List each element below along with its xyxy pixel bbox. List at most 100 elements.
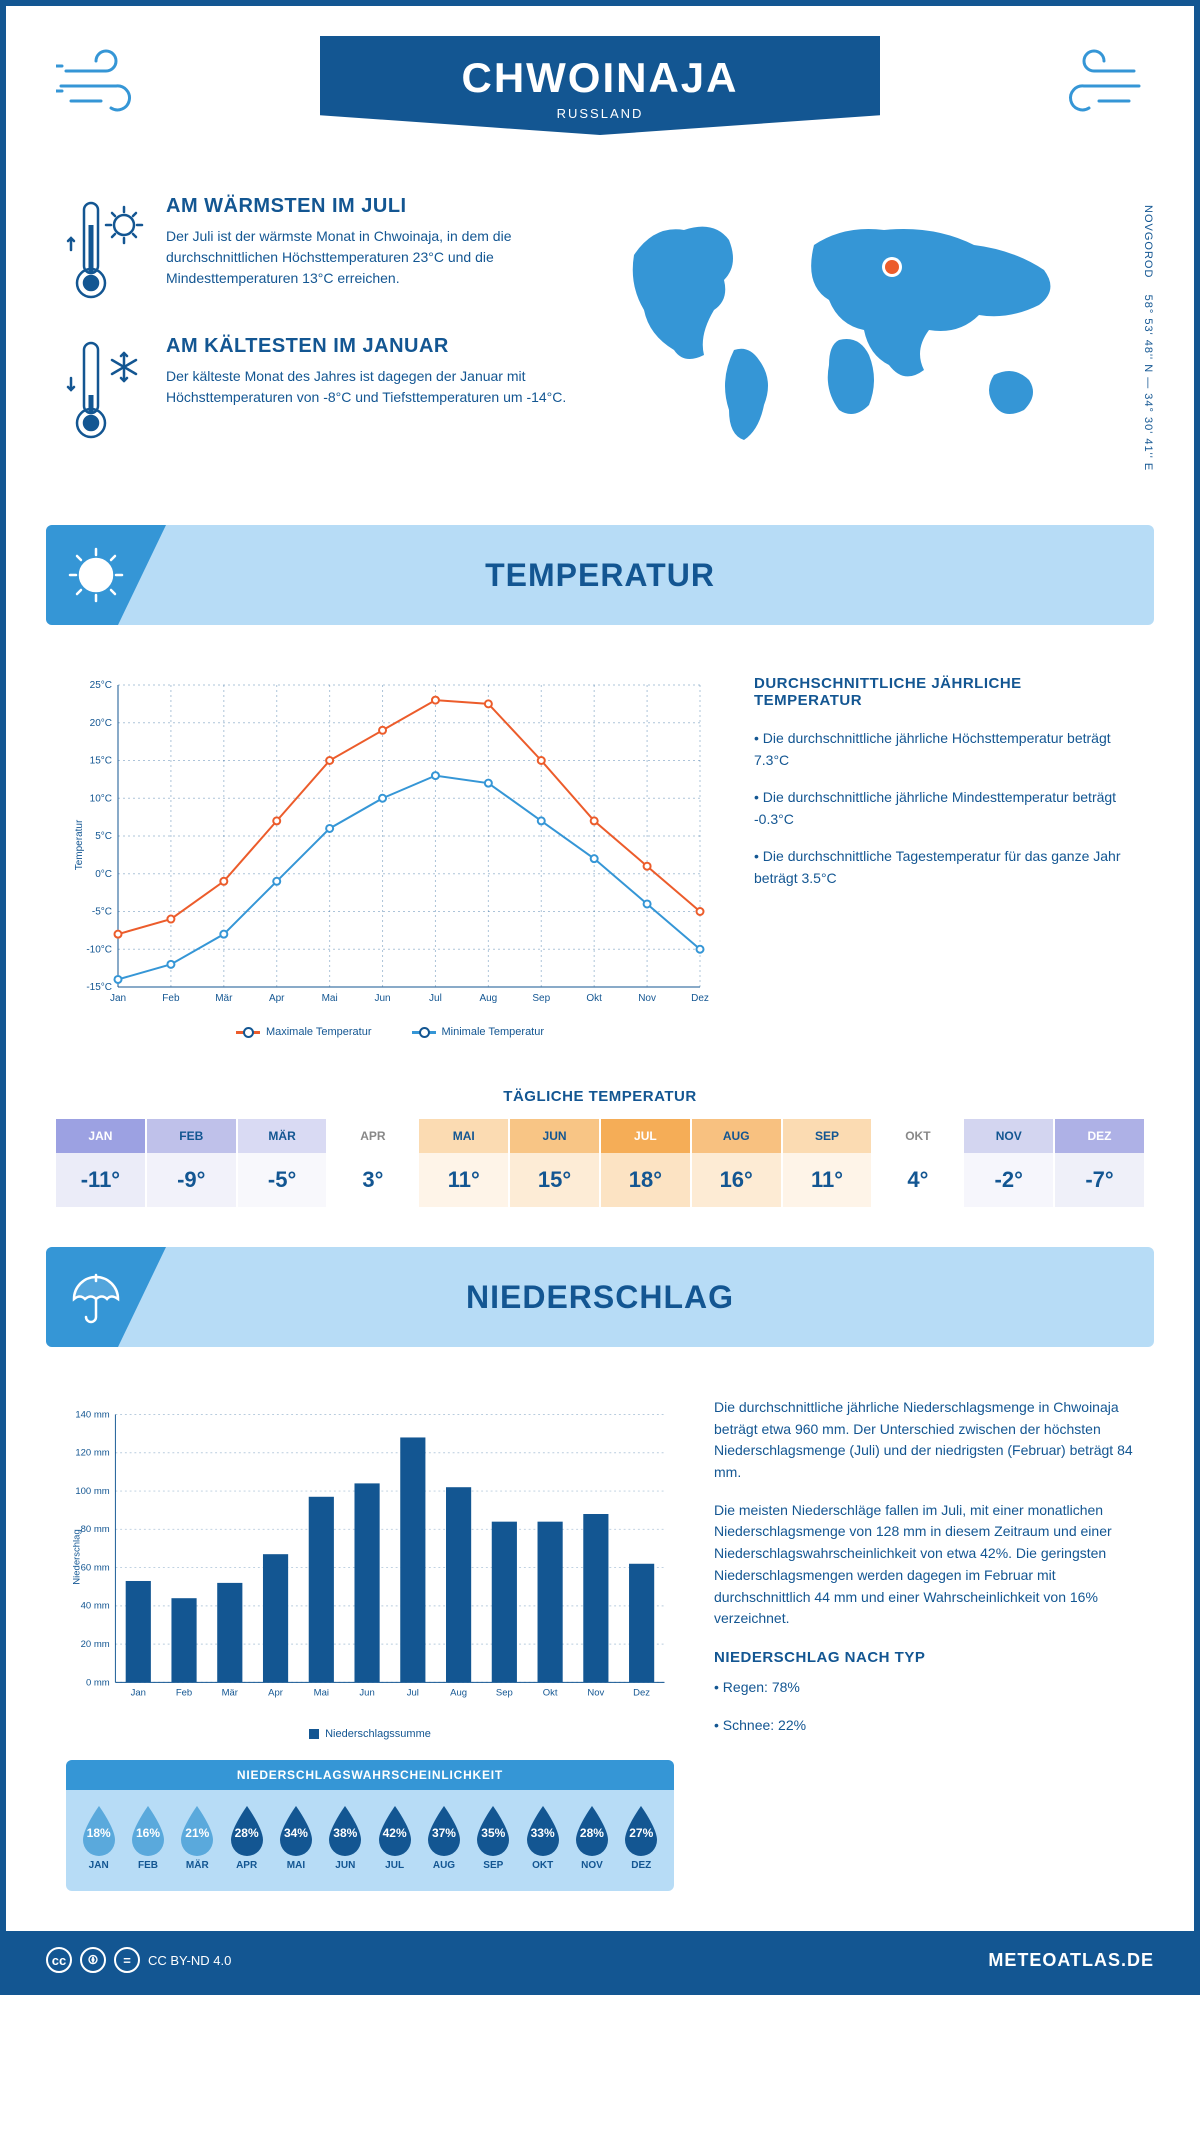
temperature-summary-text: DURCHSCHNITTLICHE JÄHRLICHE TEMPERATUR •… bbox=[754, 675, 1134, 1038]
svg-text:Aug: Aug bbox=[450, 1688, 467, 1699]
daily-temp-cell: JUL18° bbox=[601, 1119, 690, 1207]
daily-temp-cell: APR3° bbox=[328, 1119, 417, 1207]
svg-text:25°C: 25°C bbox=[90, 680, 112, 691]
svg-text:140 mm: 140 mm bbox=[75, 1409, 109, 1420]
daily-temp-title: TÄGLICHE TEMPERATUR bbox=[6, 1088, 1194, 1105]
svg-text:15°C: 15°C bbox=[90, 756, 112, 767]
map-column: NOVGOROD 58° 53' 48'' N — 34° 30' 41'' E bbox=[614, 195, 1134, 475]
svg-text:Temperatur: Temperatur bbox=[74, 819, 85, 870]
precip-p1: Die durchschnittliche jährliche Niedersc… bbox=[714, 1397, 1134, 1484]
daily-temp-cell: MÄR-5° bbox=[238, 1119, 327, 1207]
svg-text:20°C: 20°C bbox=[90, 718, 112, 729]
daily-temp-cell: JAN-11° bbox=[56, 1119, 145, 1207]
city-title: CHWOINAJA bbox=[380, 54, 820, 102]
fact-cold-text: Der kälteste Monat des Jahres ist dagege… bbox=[166, 366, 574, 408]
svg-text:Jul: Jul bbox=[429, 993, 442, 1004]
legend-min: Minimale Temperatur bbox=[412, 1026, 545, 1038]
precip-chart-wrap: 0 mm20 mm40 mm60 mm80 mm100 mm120 mm140 … bbox=[66, 1397, 674, 1891]
svg-text:Mär: Mär bbox=[222, 1688, 238, 1699]
svg-text:40 mm: 40 mm bbox=[81, 1601, 110, 1612]
precip-prob-drop: 16%FEB bbox=[123, 1804, 172, 1871]
precip-prob-title: NIEDERSCHLAGSWAHRSCHEINLICHKEIT bbox=[66, 1760, 674, 1790]
svg-text:10°C: 10°C bbox=[90, 793, 112, 804]
legend-max: Maximale Temperatur bbox=[236, 1026, 372, 1038]
precip-prob-drop: 28%NOV bbox=[567, 1804, 616, 1871]
precip-prob-drop: 35%SEP bbox=[469, 1804, 518, 1871]
summary-row: AM WÄRMSTEN IM JULI Der Juli ist der wär… bbox=[6, 155, 1194, 505]
section-header-precip: NIEDERSCHLAG bbox=[46, 1247, 1154, 1347]
country-subtitle: RUSSLAND bbox=[380, 106, 820, 121]
daily-temp-cell: DEZ-7° bbox=[1055, 1119, 1144, 1207]
svg-text:120 mm: 120 mm bbox=[75, 1448, 109, 1459]
page: CHWOINAJA RUSSLAND AM WÄRMSTEN IM JULI D… bbox=[0, 0, 1200, 1995]
precip-prob-drop: 42%JUL bbox=[370, 1804, 419, 1871]
svg-text:Mai: Mai bbox=[314, 1688, 329, 1699]
brand-label: METEOATLAS.DE bbox=[988, 1950, 1154, 1971]
daily-temp-cell: MAI11° bbox=[419, 1119, 508, 1207]
header: CHWOINAJA RUSSLAND bbox=[6, 6, 1194, 155]
precip-type-1: • Regen: 78% bbox=[714, 1677, 1134, 1699]
svg-text:-15°C: -15°C bbox=[86, 982, 112, 993]
svg-text:0 mm: 0 mm bbox=[86, 1677, 110, 1688]
svg-text:-10°C: -10°C bbox=[86, 944, 112, 955]
temp-bullet-2: • Die durchschnittliche jährliche Mindes… bbox=[754, 786, 1134, 831]
svg-text:Sep: Sep bbox=[532, 993, 550, 1004]
fact-warm-title: AM WÄRMSTEN IM JULI bbox=[166, 195, 574, 218]
temperature-body: -15°C-10°C-5°C0°C5°C10°C15°C20°C25°CJanF… bbox=[6, 645, 1194, 1068]
precip-prob-drop: 18%JAN bbox=[74, 1804, 123, 1871]
precip-prob-drops: 18%JAN16%FEB21%MÄR28%APR34%MAI38%JUN42%J… bbox=[66, 1790, 674, 1877]
svg-text:20 mm: 20 mm bbox=[81, 1639, 110, 1650]
temperature-chart-wrap: -15°C-10°C-5°C0°C5°C10°C15°C20°C25°CJanF… bbox=[66, 675, 714, 1038]
temp-bullet-1: • Die durchschnittliche jährliche Höchst… bbox=[754, 727, 1134, 772]
precip-prob-drop: 28%APR bbox=[222, 1804, 271, 1871]
svg-text:Mai: Mai bbox=[322, 993, 338, 1004]
precip-body: 0 mm20 mm40 mm60 mm80 mm100 mm120 mm140 … bbox=[6, 1367, 1194, 1901]
license-text: CC BY-ND 4.0 bbox=[148, 1953, 231, 1968]
temp-text-title: DURCHSCHNITTLICHE JÄHRLICHE TEMPERATUR bbox=[754, 675, 1134, 709]
svg-text:-5°C: -5°C bbox=[92, 907, 112, 918]
precip-prob-drop: 37%AUG bbox=[419, 1804, 468, 1871]
svg-text:Jun: Jun bbox=[359, 1688, 374, 1699]
svg-text:0°C: 0°C bbox=[95, 869, 112, 880]
wind-icon bbox=[56, 46, 166, 126]
svg-text:Jan: Jan bbox=[110, 993, 126, 1004]
svg-text:Feb: Feb bbox=[176, 1688, 192, 1699]
cc-icon: cc bbox=[46, 1947, 72, 1973]
precip-prob-drop: 34%MAI bbox=[271, 1804, 320, 1871]
svg-text:Nov: Nov bbox=[587, 1688, 604, 1699]
world-map-icon bbox=[614, 195, 1094, 455]
svg-text:Jul: Jul bbox=[407, 1688, 419, 1699]
svg-text:Dez: Dez bbox=[633, 1688, 650, 1699]
svg-text:Feb: Feb bbox=[162, 993, 180, 1004]
facts-column: AM WÄRMSTEN IM JULI Der Juli ist der wär… bbox=[66, 195, 574, 475]
daily-temp-cell: SEP11° bbox=[783, 1119, 872, 1207]
thermometer-hot-icon bbox=[66, 195, 146, 305]
footer: cc 🅯 = CC BY-ND 4.0 METEOATLAS.DE bbox=[6, 1931, 1194, 1989]
wind-icon bbox=[1034, 46, 1144, 126]
daily-temp-cell: FEB-9° bbox=[147, 1119, 236, 1207]
daily-temp-cell: JUN15° bbox=[510, 1119, 599, 1207]
svg-text:Jan: Jan bbox=[131, 1688, 146, 1699]
daily-temp-table: JAN-11°FEB-9°MÄR-5°APR3°MAI11°JUN15°JUL1… bbox=[56, 1119, 1144, 1207]
svg-text:60 mm: 60 mm bbox=[81, 1562, 110, 1573]
daily-temp-cell: NOV-2° bbox=[964, 1119, 1053, 1207]
precip-prob-drop: 38%JUN bbox=[321, 1804, 370, 1871]
section-title-temperature: TEMPERATUR bbox=[485, 557, 715, 594]
svg-text:Apr: Apr bbox=[268, 1688, 283, 1699]
thermometer-cold-icon bbox=[66, 335, 146, 445]
precip-p2: Die meisten Niederschläge fallen im Juli… bbox=[714, 1500, 1134, 1630]
sun-icon bbox=[46, 525, 166, 625]
title-banner: CHWOINAJA RUSSLAND bbox=[320, 36, 880, 135]
temperature-line-chart: -15°C-10°C-5°C0°C5°C10°C15°C20°C25°CJanF… bbox=[66, 675, 714, 1015]
svg-text:Sep: Sep bbox=[496, 1688, 513, 1699]
daily-temp-cell: OKT4° bbox=[873, 1119, 962, 1207]
precip-summary-text: Die durchschnittliche jährliche Niedersc… bbox=[714, 1397, 1134, 1891]
svg-text:100 mm: 100 mm bbox=[75, 1486, 109, 1497]
svg-text:Jun: Jun bbox=[374, 993, 390, 1004]
fact-cold-title: AM KÄLTESTEN IM JANUAR bbox=[166, 335, 574, 358]
precip-prob-drop: 27%DEZ bbox=[617, 1804, 666, 1871]
svg-text:Dez: Dez bbox=[691, 993, 709, 1004]
svg-text:Niederschlag: Niederschlag bbox=[71, 1529, 82, 1584]
fact-warm: AM WÄRMSTEN IM JULI Der Juli ist der wär… bbox=[66, 195, 574, 305]
svg-text:Okt: Okt bbox=[543, 1688, 558, 1699]
